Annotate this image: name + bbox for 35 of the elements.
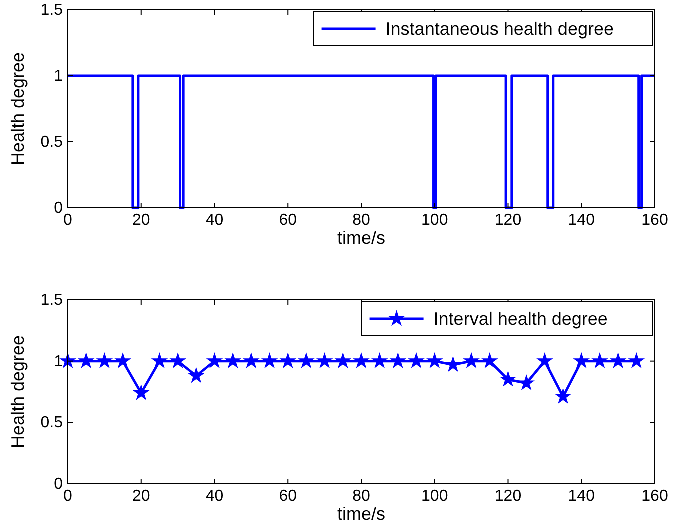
x-axis-title: time/s [337,228,386,248]
x-tick-label: 40 [206,488,224,505]
x-tick-label: 80 [352,212,370,229]
x-tick-label: 120 [494,488,522,505]
x-tick-label: 40 [206,212,224,229]
x-tick-label: 100 [422,212,448,229]
x-tick-label: 20 [132,488,150,505]
x-tick-label: 140 [568,212,596,229]
x-tick-label: 120 [494,212,522,229]
x-tick-label: 160 [642,488,668,505]
point [208,354,222,367]
x-tick-label: 80 [352,488,370,505]
point [153,354,166,367]
y-tick-label: 0 [54,476,64,493]
legend-label: Interval health degree [434,309,608,329]
y-tick-label: 0.5 [40,134,64,151]
y-axis-title: Health degree [8,52,28,166]
point [263,354,276,367]
legend-label: Instantaneous health degree [386,19,614,39]
point [446,358,460,371]
y-tick-label: 0 [54,200,64,217]
x-tick-label: 140 [568,488,596,505]
y-tick-label: 1.5 [40,2,64,19]
y-axis-title: Health degree [8,335,28,449]
y-tick-label: 1.5 [40,292,64,309]
point [556,390,570,402]
y-tick-label: 1 [54,68,64,85]
x-tick-label: 20 [132,212,150,229]
y-tick-label: 0.5 [40,414,64,432]
x-tick-label: 100 [422,488,448,505]
x-axis-title: time/s [337,504,386,524]
y-tick-label: 1 [54,353,64,370]
x-tick-label: 60 [279,488,298,505]
x-tick-label: 160 [642,212,668,229]
x-tick-label: 60 [279,212,298,229]
